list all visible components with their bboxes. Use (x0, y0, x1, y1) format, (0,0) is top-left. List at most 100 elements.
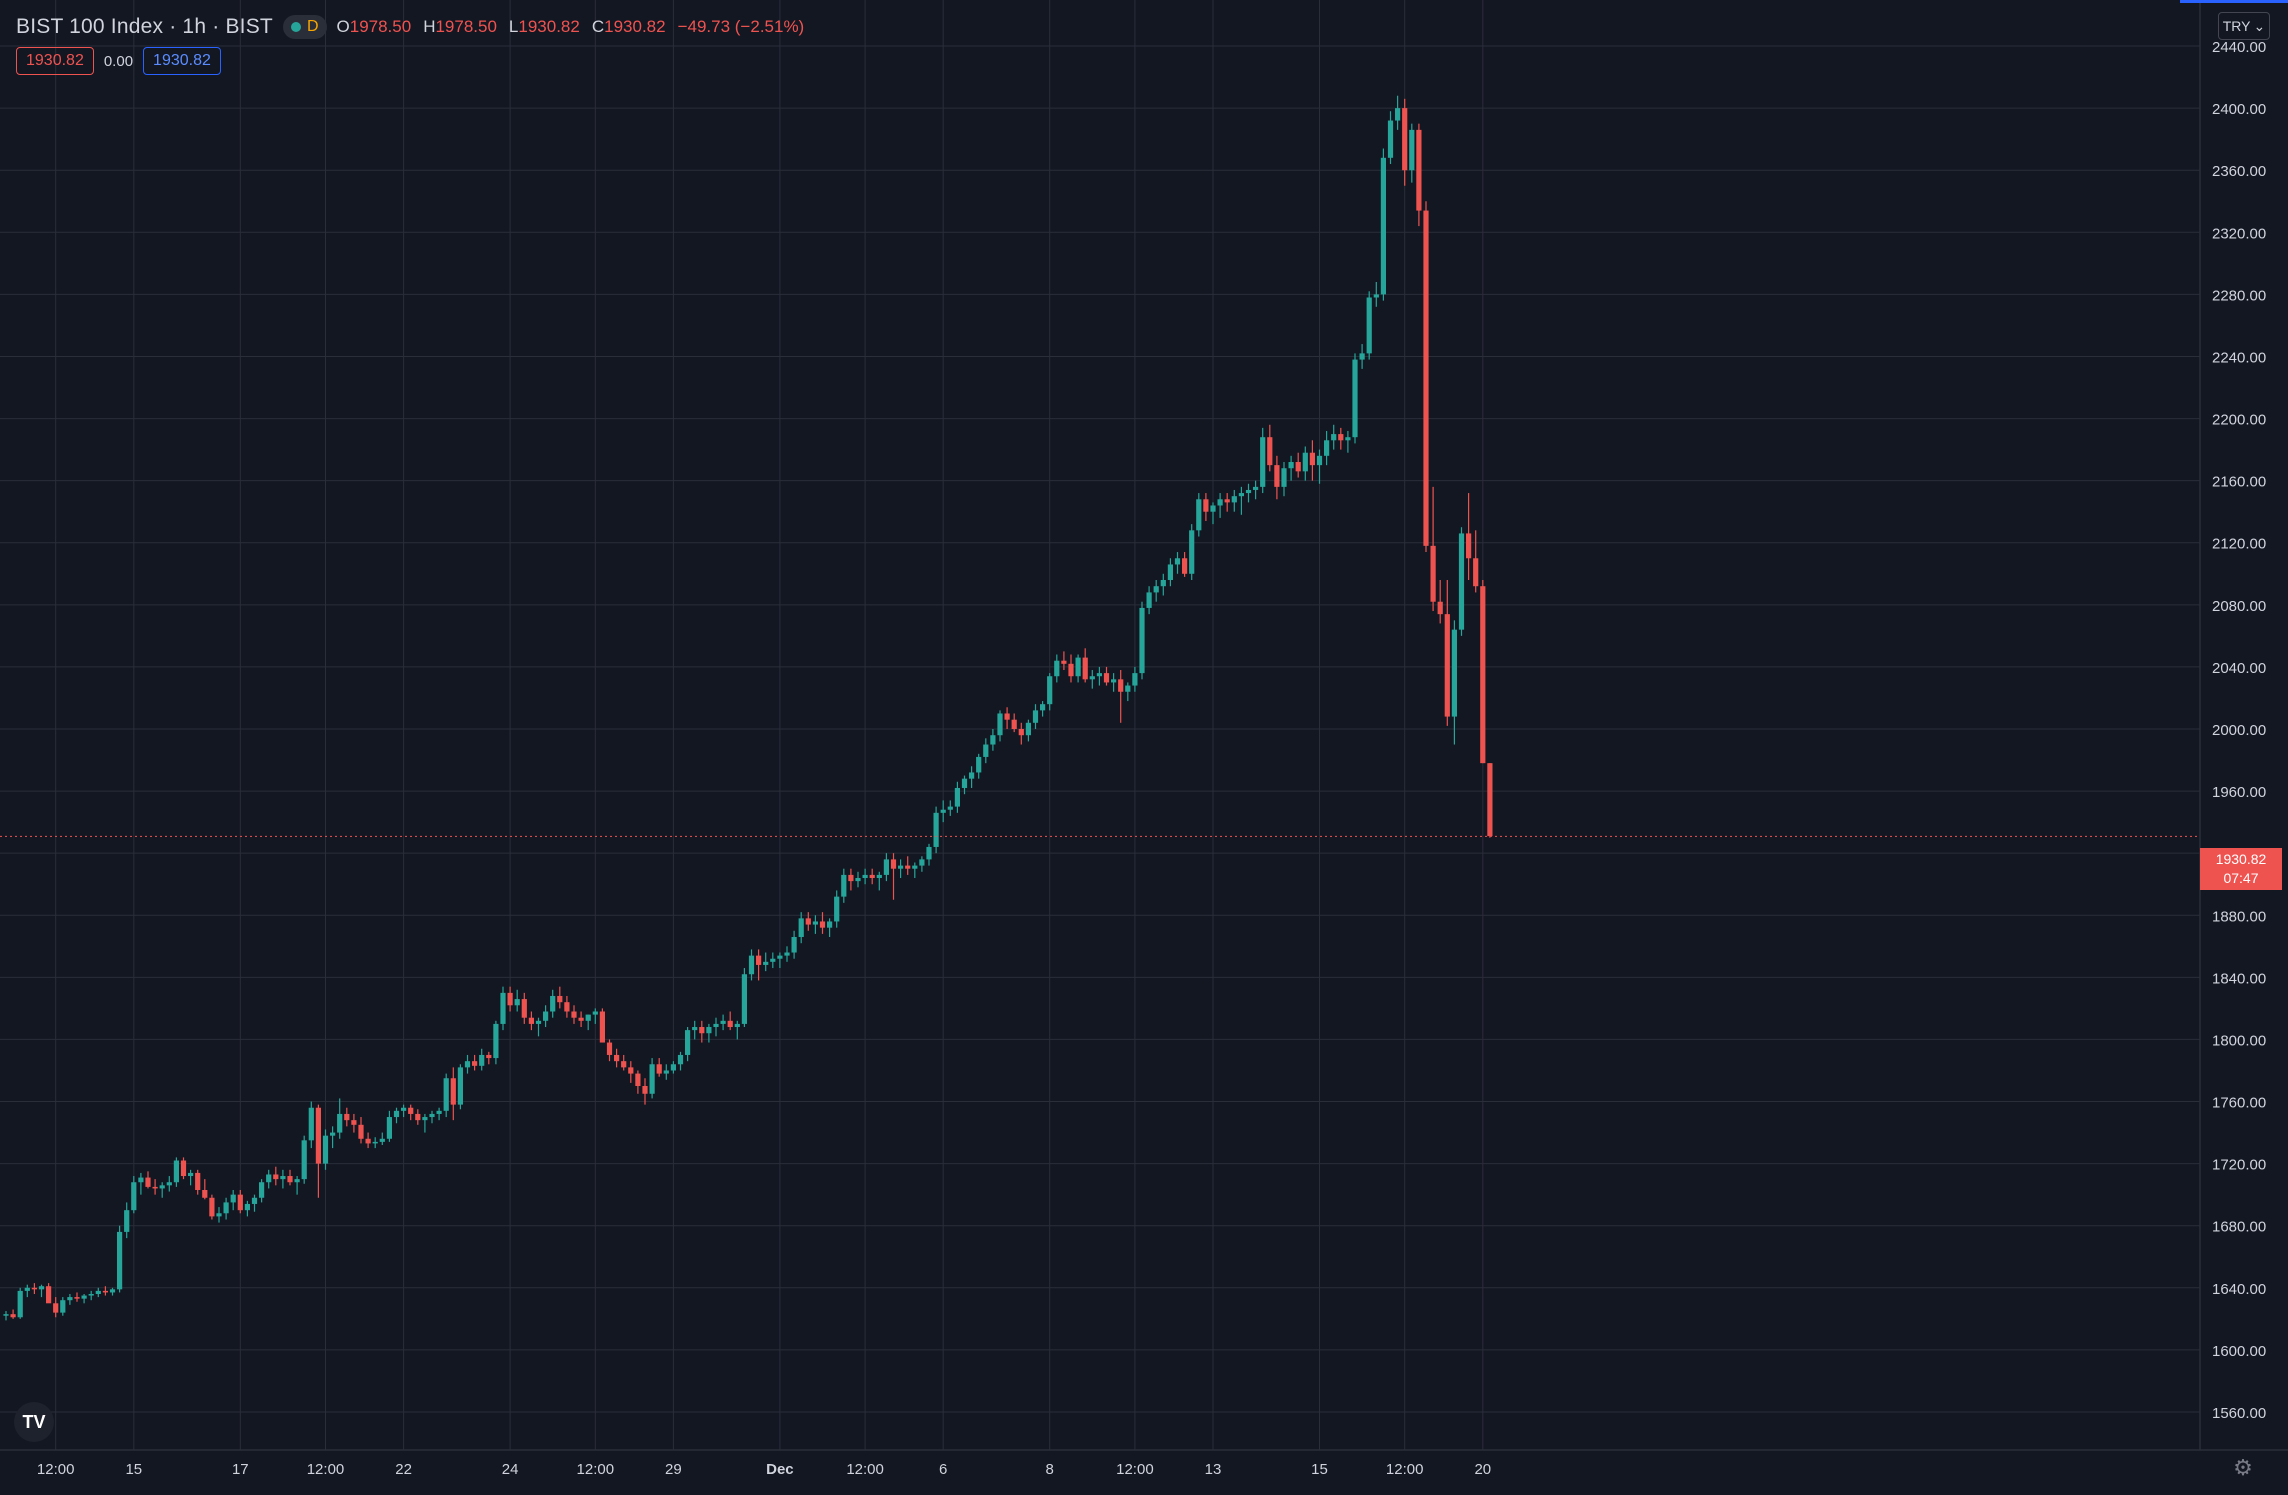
y-tick-label: 1600.00 (2212, 1343, 2266, 1360)
candle-body (67, 1297, 73, 1301)
candle-body (564, 1002, 570, 1012)
chart-legend-header: BIST 100 Index · 1h · BIST D O1978.50 H1… (16, 12, 804, 42)
candle-body (670, 1064, 676, 1071)
market-status-badge[interactable]: D (282, 15, 327, 39)
candle-body (543, 1011, 549, 1021)
candle-body (1458, 533, 1465, 630)
candle-body (770, 958, 776, 962)
time-axis[interactable]: 12:00 15 17 12:00 22 24 12:00 29 Dec 12:00 6 8 12:00… (37, 1461, 1491, 1478)
candle-body (195, 1172, 201, 1190)
candle-body (1409, 129, 1415, 171)
candle-body (890, 859, 897, 869)
candle-body (1451, 629, 1457, 717)
candle-body (947, 806, 953, 810)
candle-body (628, 1067, 634, 1074)
price-axis[interactable]: 1560.00 1600.00 1640.00 1680.00 1720.00 1760.… (2212, 39, 2266, 1422)
candle-body (1302, 452, 1308, 472)
candle-body (145, 1177, 151, 1187)
candle-body (592, 1011, 598, 1015)
candle-body (855, 878, 861, 882)
candle-body (1416, 129, 1422, 211)
candle-body (1146, 592, 1152, 608)
y-tick-label: 1640.00 (2212, 1281, 2266, 1298)
candle-body (606, 1042, 613, 1055)
candle-body (848, 874, 854, 882)
candle-body (131, 1182, 137, 1211)
y-tick-label: 2440.00 (2212, 39, 2266, 56)
x-tick-label: 22 (395, 1461, 412, 1478)
change-value: −49.73 (−2.51%) (677, 17, 805, 36)
currency-selector-button[interactable]: TRY ⌄ (2218, 12, 2270, 40)
candle-body (713, 1023, 719, 1028)
x-tick-label: 17 (232, 1461, 249, 1478)
bar-countdown: 07:47 (2223, 870, 2259, 886)
candle-body (983, 744, 989, 757)
candle-body (1359, 353, 1365, 360)
candle-body (1231, 496, 1237, 503)
candle-body (1118, 679, 1124, 692)
candle-body (905, 865, 911, 869)
y-tick-label: 2400.00 (2212, 101, 2266, 118)
candle-body (17, 1290, 23, 1318)
bid-price-badge[interactable]: 1930.82 (16, 47, 94, 75)
candle-body (1096, 673, 1102, 677)
candle-body (401, 1107, 407, 1111)
candle-body (1316, 455, 1323, 466)
candle-body (124, 1210, 130, 1232)
candle-body (358, 1124, 364, 1139)
candle-body (756, 955, 762, 965)
x-tick-label: 12:00 (577, 1461, 615, 1478)
candle-body (1125, 685, 1131, 692)
candle-body (507, 992, 513, 1006)
y-tick-label: 1800.00 (2212, 1032, 2266, 1049)
candle-body (734, 1023, 740, 1028)
candle-body (472, 1061, 478, 1066)
gear-icon[interactable]: ⚙ (2233, 1455, 2253, 1480)
candle-body (266, 1174, 272, 1183)
candle-body (869, 874, 875, 879)
x-tick-label: 12:00 (1116, 1461, 1154, 1478)
candle-body (1111, 679, 1117, 683)
high-label: H (423, 17, 436, 36)
candle-body (1047, 676, 1053, 705)
candle-body (1253, 486, 1259, 490)
candle-body (1075, 657, 1081, 677)
candle-body (656, 1064, 662, 1074)
candle-body (1402, 108, 1408, 171)
candle-body (500, 992, 506, 1024)
candle-body (408, 1107, 414, 1114)
candle-body (493, 1023, 499, 1059)
candle-body (173, 1160, 179, 1183)
candle-body (344, 1113, 350, 1121)
x-tick-label: 13 (1205, 1461, 1222, 1478)
candle-body (1430, 545, 1436, 602)
candle-body (259, 1182, 265, 1198)
candle-body (599, 1011, 605, 1043)
candle-body (102, 1290, 108, 1293)
candle-body (1153, 586, 1159, 593)
ask-price-badge[interactable]: 1930.82 (143, 47, 221, 75)
candle-body (1444, 614, 1450, 717)
candle-body (748, 955, 755, 975)
symbol-title[interactable]: BIST 100 Index · 1h · BIST (16, 15, 273, 38)
x-tick-label: 6 (939, 1461, 947, 1478)
candle-body (1032, 710, 1039, 723)
x-tick-label: 12:00 (846, 1461, 884, 1478)
candle-body (1238, 493, 1244, 497)
candle-body (1395, 108, 1401, 121)
candle-body (1295, 462, 1301, 472)
chevron-down-icon: ⌄ (2253, 17, 2266, 34)
tradingview-logo-icon[interactable]: TV (14, 1402, 54, 1442)
x-tick-label: 12:00 (307, 1461, 345, 1478)
candle-body (152, 1186, 158, 1189)
candle-body (3, 1314, 9, 1316)
candle-body (961, 778, 968, 788)
spread-value: 0.00 (103, 52, 134, 70)
candle-body (457, 1067, 463, 1105)
candles (3, 95, 1493, 1321)
candle-body (642, 1086, 648, 1094)
candle-body (88, 1293, 94, 1296)
candle-body (614, 1054, 620, 1062)
